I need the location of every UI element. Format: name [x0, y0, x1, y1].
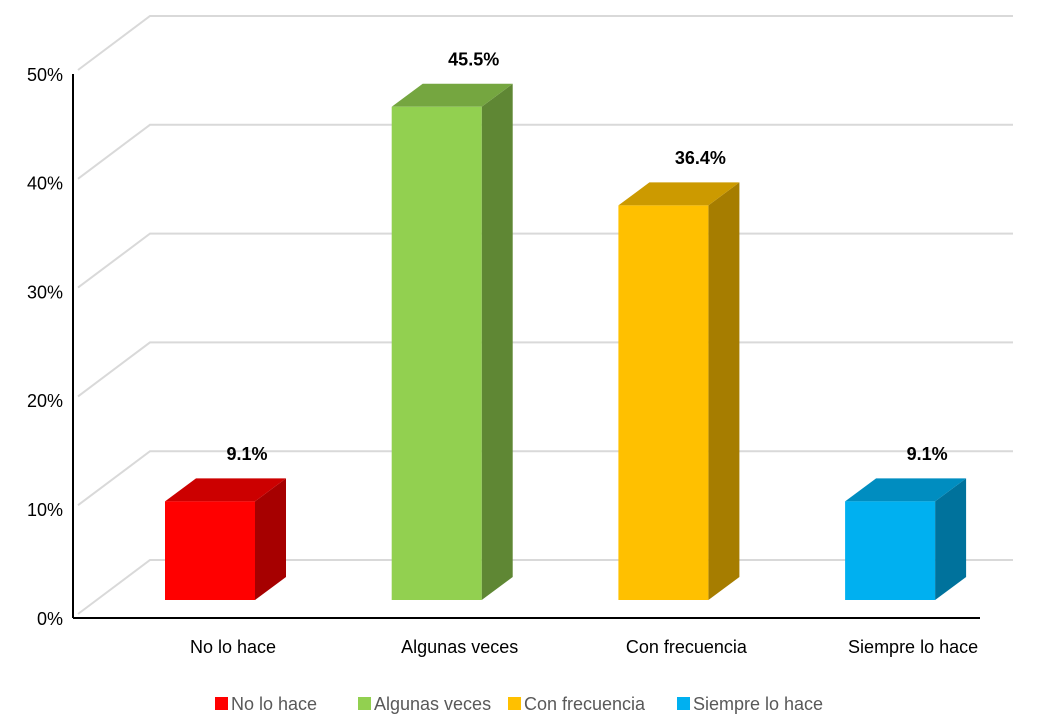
- value-label: 45.5%: [448, 50, 499, 70]
- legend-swatch: [677, 697, 690, 710]
- legend-label: No lo hace: [231, 694, 317, 714]
- x-tick-label: No lo hace: [190, 637, 276, 657]
- bar-side: [481, 83, 513, 600]
- value-label: 36.4%: [675, 148, 726, 168]
- x-tick-label: Siempre lo hace: [848, 637, 978, 657]
- value-label: 9.1%: [226, 444, 267, 464]
- value-label: 9.1%: [907, 444, 948, 464]
- bar-top: [845, 478, 967, 502]
- grid-line: [77, 123, 1013, 180]
- legend-swatch: [508, 697, 521, 710]
- legend-label: Algunas veces: [374, 694, 491, 714]
- y-tick-label: 50%: [27, 65, 63, 85]
- bar-top: [391, 83, 513, 107]
- legend-label: Siempre lo hace: [693, 694, 823, 714]
- y-tick-label: 40%: [27, 174, 63, 194]
- y-tick-label: 30%: [27, 282, 63, 302]
- bar-side: [708, 182, 740, 600]
- grid-line: [77, 15, 1013, 71]
- bar-side: [255, 478, 286, 600]
- bar: [165, 501, 255, 600]
- bar: [391, 106, 482, 600]
- legend-swatch: [215, 697, 228, 710]
- x-tick-label: Con frecuencia: [626, 637, 748, 657]
- bar-top: [618, 182, 740, 206]
- grid-line: [77, 341, 1013, 398]
- bar-top: [165, 478, 286, 502]
- bar: [845, 501, 936, 600]
- bar: [618, 205, 709, 600]
- x-tick-label: Algunas veces: [401, 637, 518, 657]
- bar-side: [935, 478, 967, 600]
- grid-line: [77, 232, 1013, 289]
- legend-swatch: [358, 697, 371, 710]
- legend-label: Con frecuencia: [524, 694, 646, 714]
- y-tick-label: 0%: [37, 609, 63, 629]
- y-tick-label: 20%: [27, 391, 63, 411]
- y-tick-label: 10%: [27, 500, 63, 520]
